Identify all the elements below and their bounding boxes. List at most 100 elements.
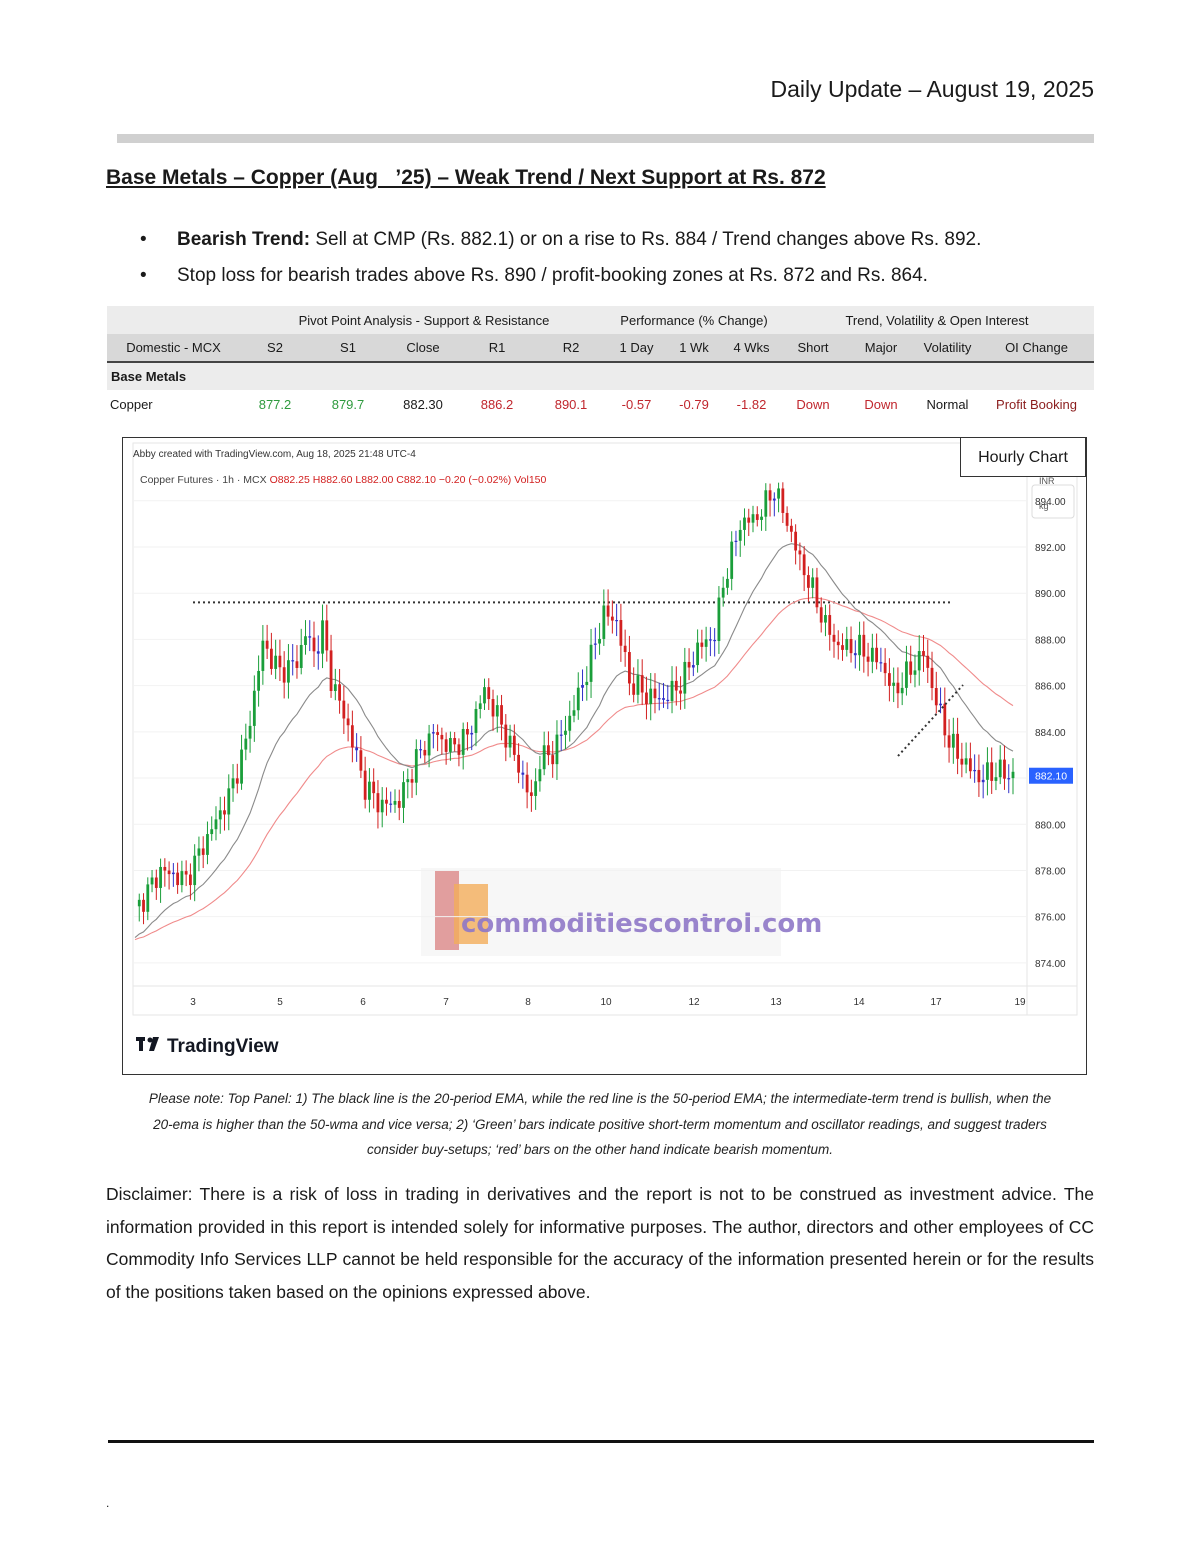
- note-line: 20-ema is higher than the 50-wma and vic…: [153, 1116, 1047, 1132]
- candle-body: [385, 799, 388, 804]
- unit-box: [1031, 484, 1075, 519]
- candle-body: [777, 488, 780, 499]
- candle-body: [154, 877, 158, 888]
- chart-canvas: Abby created with TradingView.com, Aug 1…: [132, 442, 1078, 1057]
- candle-body: [542, 745, 546, 770]
- candle-body: [708, 639, 712, 641]
- candle-body: [414, 749, 418, 783]
- last-price-value: 882.10: [1035, 771, 1067, 783]
- table-cell: Profit Booking: [996, 396, 1077, 412]
- candle-body: [146, 884, 150, 912]
- x-tick-label: 5: [277, 997, 283, 1008]
- candle-body: [751, 514, 755, 523]
- candle-body: [768, 490, 772, 501]
- y-tick-label: 874.00: [1035, 959, 1066, 970]
- candle-body: [321, 620, 324, 654]
- candle-body: [372, 781, 376, 794]
- candle-body: [913, 670, 917, 675]
- candle-body: [244, 738, 248, 750]
- candle-body: [419, 749, 422, 751]
- candle-body: [278, 655, 282, 668]
- pivot-table: Pivot Point Analysis - Support & Resista…: [107, 306, 1094, 418]
- candle-body: [679, 690, 682, 694]
- chart-legend: Copper Futures · 1h · MCX O882.25 H882.6…: [140, 474, 547, 486]
- candle-body: [461, 729, 465, 755]
- candle-body: [521, 772, 525, 775]
- table-cell: Down: [864, 396, 898, 412]
- candle-body: [704, 639, 708, 647]
- table-group-pivot: Pivot Point Analysis - Support & Resista…: [240, 306, 608, 334]
- candle-body: [406, 779, 410, 783]
- table-cell: Down: [796, 396, 830, 412]
- table-cell: 886.2: [480, 396, 514, 412]
- candle-body: [500, 705, 503, 725]
- table-cell: 879.7: [331, 396, 365, 412]
- table-cell: Copper: [110, 396, 153, 412]
- candle-body: [517, 754, 520, 773]
- candle-body: [171, 872, 175, 875]
- candle-body: [640, 675, 644, 693]
- table-header: Short: [780, 334, 846, 363]
- candle-body: [649, 688, 653, 705]
- candle-body: [832, 634, 836, 642]
- table-group-row: Pivot Point Analysis - Support & Resista…: [107, 306, 1094, 334]
- candle-body: [670, 680, 674, 702]
- table-header: Domestic - MCX: [107, 334, 240, 363]
- table-cell: 882.30: [403, 396, 443, 412]
- candle-body: [304, 636, 307, 645]
- candle-body: [623, 645, 627, 653]
- candle-body: [269, 648, 273, 669]
- candle-body: [951, 733, 955, 748]
- candle-body: [295, 661, 299, 668]
- candle-body: [214, 819, 218, 830]
- x-tick-label: 14: [853, 997, 865, 1008]
- candle-body: [760, 516, 763, 520]
- chart-note: Please note: Top Panel: 1) The black lin…: [106, 1086, 1094, 1163]
- recommendation-item: Stop loss for bearish trades above Rs. 8…: [140, 258, 1100, 294]
- candle-body: [491, 699, 495, 717]
- candle-body: [389, 803, 393, 805]
- candle-body: [487, 687, 491, 700]
- candle-body: [436, 732, 440, 735]
- table-cell: 877.2: [258, 396, 292, 412]
- candle-body: [811, 577, 815, 588]
- candle-body: [529, 792, 533, 796]
- candle-body: [512, 735, 516, 755]
- candle-body: [316, 651, 320, 654]
- ema50-line: [134, 596, 1014, 941]
- table-section-label: Base Metals: [107, 362, 1094, 390]
- candle-body: [223, 810, 226, 815]
- candle-body: [870, 647, 874, 662]
- candle-body: [342, 700, 346, 719]
- candle-body: [1007, 778, 1011, 780]
- table-header: 1 Wk: [665, 334, 723, 363]
- candle-body: [764, 490, 768, 517]
- candle-body: [726, 578, 729, 588]
- candle-body: [551, 755, 555, 765]
- candle-body: [981, 779, 985, 783]
- candle-body: [189, 874, 192, 886]
- candle-body: [538, 769, 542, 782]
- candle-body: [206, 834, 209, 855]
- candle-body: [875, 647, 879, 663]
- x-tick-label: 12: [688, 997, 700, 1008]
- recommendation-text: Stop loss for bearish trades above Rs. 8…: [177, 265, 928, 286]
- candle-body: [947, 735, 951, 748]
- table-header: Major: [846, 334, 916, 363]
- table-cell: Normal: [926, 396, 969, 412]
- candle-body: [645, 692, 648, 705]
- x-tick-label: 19: [1014, 997, 1026, 1008]
- candle-body: [346, 718, 350, 726]
- candle-body: [197, 848, 201, 856]
- candle-body: [338, 684, 341, 701]
- candle-body: [606, 605, 610, 617]
- candle-body: [593, 643, 597, 645]
- candle-body: [862, 634, 866, 657]
- candle-body: [525, 774, 529, 793]
- candle-body: [252, 690, 256, 726]
- candle-body: [853, 653, 857, 656]
- candle-body: [576, 687, 580, 711]
- candle-body: [789, 525, 793, 532]
- candle-body: [858, 634, 861, 656]
- candlestick-series: [137, 482, 1015, 925]
